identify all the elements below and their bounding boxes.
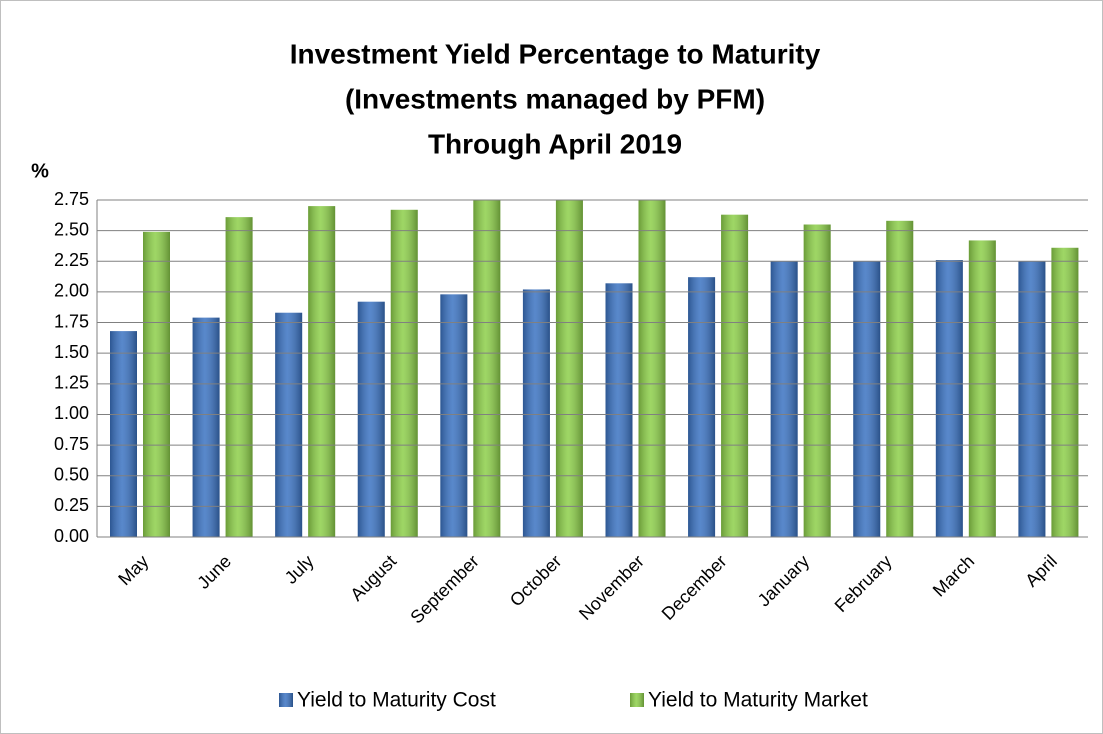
- bar-shade: [853, 261, 881, 537]
- bar-shade: [192, 317, 220, 537]
- y-axis-label: %: [31, 160, 49, 182]
- bar-shade: [688, 277, 716, 537]
- bar-shade: [638, 200, 666, 537]
- y-tick-label: 1.25: [54, 373, 89, 393]
- bar-shade: [1018, 261, 1046, 537]
- bar-shade: [1051, 247, 1079, 537]
- chart-title: Through April 2019: [428, 128, 682, 159]
- bar-shade: [225, 217, 253, 537]
- bar-shade: [555, 200, 583, 537]
- bar-shade: [110, 331, 137, 537]
- bar-shade: [886, 220, 914, 537]
- bar-shade: [935, 260, 963, 537]
- y-tick-label: 1.75: [54, 311, 89, 331]
- bar-shade: [473, 200, 501, 537]
- y-tick-label: 0.75: [54, 434, 89, 454]
- y-tick-label: 2.00: [54, 281, 89, 301]
- bar-shade: [440, 294, 468, 537]
- legend-label: Yield to Maturity Market: [648, 689, 868, 712]
- bar-shade: [357, 301, 385, 537]
- chart-title: (Investments managed by PFM): [345, 83, 765, 114]
- legend-label: Yield to Maturity Cost: [297, 689, 496, 712]
- y-tick-label: 2.50: [54, 219, 89, 239]
- bar-shade: [390, 209, 418, 537]
- plot-area: [110, 200, 1079, 537]
- bar-shade: [721, 214, 749, 537]
- bar-shade: [968, 240, 996, 537]
- y-tick-label: 2.25: [54, 250, 89, 270]
- legend-swatch-shade: [630, 693, 644, 707]
- bar-shade: [308, 206, 336, 537]
- chart-title: Investment Yield Percentage to Maturity: [290, 38, 821, 69]
- y-tick-label: 2.75: [54, 189, 89, 209]
- bar-shade: [605, 283, 633, 537]
- y-tick-label: 0.50: [54, 464, 89, 484]
- y-tick-label: 0.00: [54, 526, 89, 546]
- y-tick-label: 0.25: [54, 495, 89, 515]
- bar-shade: [522, 289, 550, 537]
- bar-shade: [143, 231, 170, 537]
- bar-shade: [803, 224, 831, 537]
- bar-shade: [275, 312, 303, 537]
- y-tick-label: 1.50: [54, 342, 89, 362]
- legend-swatch-shade: [279, 693, 293, 707]
- bar-shade: [770, 261, 798, 537]
- y-tick-label: 1.00: [54, 403, 89, 423]
